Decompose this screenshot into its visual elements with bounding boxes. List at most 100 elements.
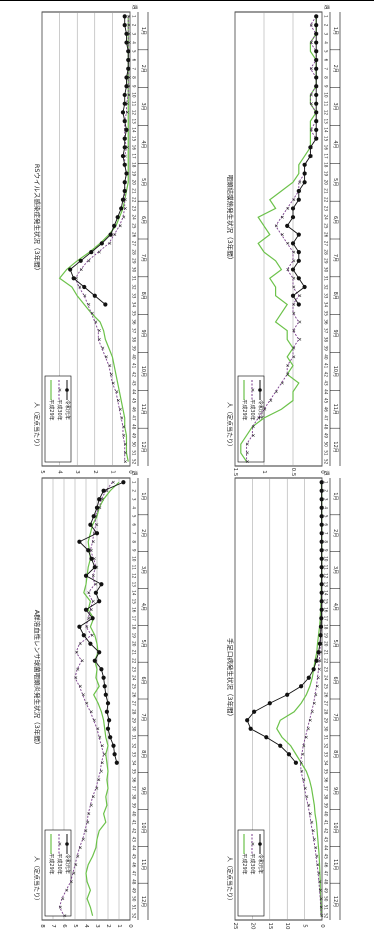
week-tick-label: 7 (324, 67, 329, 70)
week-tick-label: 27 (324, 241, 329, 247)
month-label: 11月 (140, 859, 146, 870)
month-label: 2月 (332, 529, 338, 537)
data-point-r1 (314, 57, 319, 63)
week-tick-label: 11 (132, 565, 137, 571)
data-point-h30: ✕ (290, 198, 296, 202)
week-tick-label: 22 (132, 197, 137, 203)
data-point-r1 (124, 75, 129, 80)
data-point-r1 (296, 302, 301, 307)
legend: 平成29年✕平成30年 令和元年 (237, 375, 265, 463)
week-tick-label: 15 (132, 136, 137, 142)
data-point-h30: ✕ (87, 608, 93, 612)
series-line-h29 (276, 482, 323, 916)
data-point-r1 (302, 171, 307, 176)
week-tick-label: 8 (324, 540, 329, 543)
week-tick-label: 6 (324, 59, 329, 62)
month-label: 9月 (140, 787, 146, 795)
week-tick-label: 23 (324, 206, 329, 212)
data-point-h30: ✕ (98, 497, 104, 501)
week-tick-label: 7 (132, 532, 137, 535)
data-point-h30: ✕ (116, 224, 122, 228)
data-point-h30: ✕ (290, 276, 296, 280)
week-tick-label: 25 (324, 223, 329, 229)
data-point-r1 (290, 241, 296, 246)
month-label: 12月 (332, 896, 338, 907)
data-point-r1 (285, 223, 290, 229)
week-tick-label: 36 (324, 319, 329, 325)
month-label: 3月 (332, 566, 338, 574)
month-label: 1月 (332, 492, 338, 500)
data-point-r1 (314, 49, 319, 54)
data-point-r1 (124, 40, 129, 45)
week-tick-label: 4 (324, 506, 329, 509)
week-tick-label: 40 (324, 354, 329, 360)
data-point-h30: ✕ (315, 871, 321, 875)
data-point-h30: ✕ (57, 905, 63, 909)
data-point-h30: ✕ (122, 442, 128, 446)
data-point-r1 (278, 743, 283, 748)
week-tick-label: 14 (132, 127, 137, 133)
week-tick-label: 17 (324, 616, 329, 622)
week-tick-label: 38 (324, 337, 329, 343)
value-tick-label: 3 (94, 924, 100, 928)
data-point-h30: ✕ (284, 363, 290, 367)
data-point-r1 (97, 497, 102, 502)
data-point-r1 (103, 692, 108, 697)
month-label: 12月 (140, 441, 146, 452)
legend-label-h30: 平成30年 (56, 399, 63, 420)
week-tick-label: 37 (132, 786, 137, 792)
week-tick-label: 17 (132, 153, 137, 159)
month-label: 2月 (140, 65, 146, 73)
data-point-r1 (115, 215, 120, 220)
week-tick-label: 5 (132, 515, 137, 518)
data-point-r1 (319, 590, 324, 595)
week-tick-label: 34 (324, 302, 329, 308)
data-point-r1 (126, 66, 131, 71)
data-point-r1 (318, 633, 323, 638)
data-point-h30: ✕ (278, 381, 284, 385)
series-line-h30 (246, 16, 317, 462)
data-point-h30: ✕ (98, 744, 104, 748)
week-tick-label: 51 (324, 450, 329, 456)
month-label: 8月 (332, 750, 338, 758)
week-tick-label: 39 (324, 803, 329, 809)
data-point-h30: ✕ (249, 425, 255, 429)
data-point-h30: ✕ (95, 778, 101, 782)
data-point-r1 (314, 66, 319, 71)
week-unit-label: 週 (323, 4, 330, 9)
data-point-h30: ✕ (85, 591, 91, 595)
data-point-r1 (299, 684, 304, 689)
data-point-h30: ✕ (92, 320, 98, 324)
week-tick-label: 7 (132, 67, 137, 70)
data-point-r1 (91, 514, 96, 519)
month-label: 1月 (140, 27, 146, 35)
data-point-h30: ✕ (118, 416, 124, 420)
week-tick-label: 36 (132, 777, 137, 783)
month-label: 12月 (140, 896, 146, 907)
data-point-h30: ✕ (125, 93, 131, 97)
data-point-h30: ✕ (123, 110, 129, 114)
data-point-r1 (99, 667, 104, 672)
data-point-h30: ✕ (97, 769, 103, 773)
data-point-r1 (68, 267, 73, 272)
month-label: 11月 (332, 859, 338, 870)
data-point-r1 (93, 590, 98, 595)
week-tick-label: 34 (132, 760, 137, 766)
month-label: 5月 (140, 640, 146, 648)
data-point-h30: ✕ (120, 433, 126, 437)
week-tick-label: 18 (324, 624, 329, 630)
data-point-h30: ✕ (316, 880, 322, 884)
series-line-r1 (246, 482, 323, 764)
data-point-h30: ✕ (91, 718, 97, 722)
data-point-r1 (317, 641, 323, 646)
week-tick-label: 32 (132, 284, 137, 290)
week-tick-label: 14 (132, 590, 137, 596)
legend-label-r1: 令和元年 (64, 854, 71, 874)
week-tick-label: 2 (324, 489, 329, 492)
data-point-h30: ✕ (89, 633, 95, 637)
week-tick-label: 44 (324, 389, 329, 395)
week-tick-label: 40 (132, 811, 137, 817)
data-point-r1 (319, 505, 324, 510)
data-point-h30: ✕ (261, 407, 267, 411)
month-label: 7月 (140, 254, 146, 262)
